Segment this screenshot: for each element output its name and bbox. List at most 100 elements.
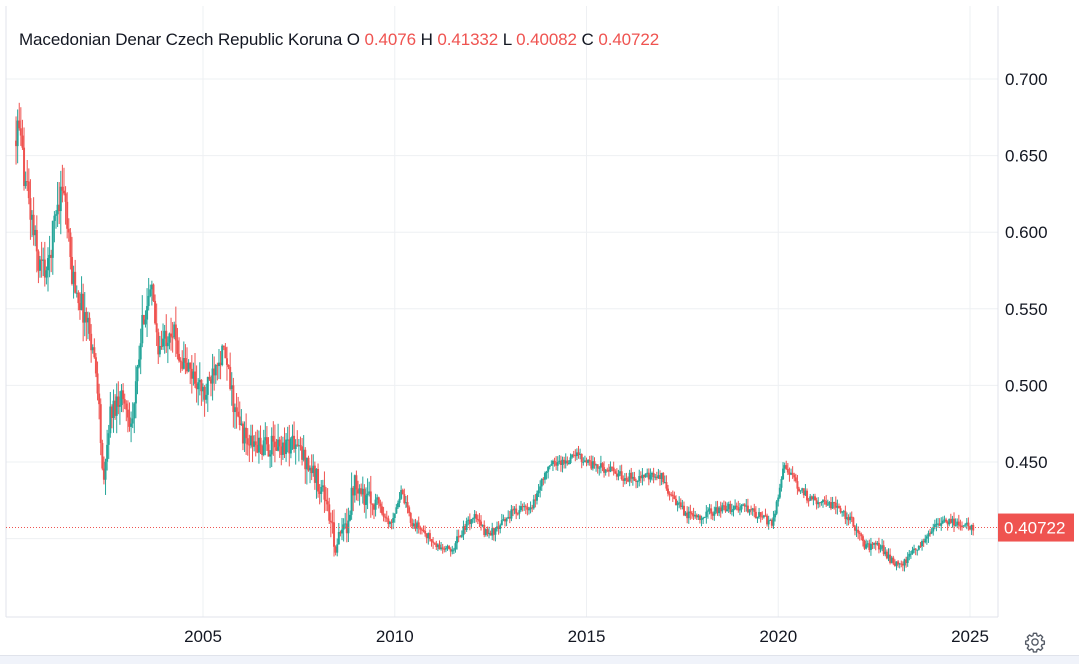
candle-body	[83, 312, 86, 323]
candle-body	[806, 490, 809, 501]
candle-body	[293, 435, 296, 449]
candle-body	[758, 512, 761, 518]
candle-body	[922, 541, 925, 543]
candle-body	[839, 508, 842, 513]
candle-body	[112, 400, 115, 418]
candle-body	[869, 543, 872, 550]
candle-body	[662, 472, 665, 483]
candle-body	[504, 519, 507, 522]
candle-body	[734, 505, 737, 509]
candle-body	[107, 433, 110, 445]
candle-body	[155, 323, 158, 333]
candle-body	[261, 445, 264, 456]
candle-body	[603, 467, 606, 473]
candle-body	[130, 423, 133, 427]
candle-body	[638, 476, 641, 482]
candle-body	[443, 548, 446, 550]
candle-body	[317, 468, 320, 492]
candle-body	[628, 472, 631, 482]
candle-body	[609, 466, 612, 472]
candle-body	[674, 498, 677, 506]
candle-body	[713, 511, 716, 516]
candle-body	[746, 505, 749, 513]
candle-body	[123, 399, 126, 404]
candle-body	[559, 460, 562, 465]
candle-body	[938, 523, 941, 526]
candle-body	[695, 514, 698, 518]
candle-body	[647, 472, 650, 480]
candle-body	[911, 550, 914, 554]
candle-body	[933, 524, 936, 528]
gear-icon[interactable]	[1024, 631, 1046, 653]
candle-body	[163, 330, 166, 339]
candle-body	[927, 533, 930, 537]
candle-body	[457, 536, 460, 538]
candle-body	[446, 546, 449, 549]
candle-body	[551, 460, 554, 465]
candle-body	[962, 525, 965, 527]
candle-body	[518, 510, 521, 514]
candle-body	[347, 520, 350, 534]
candle-body	[564, 460, 567, 464]
candle-body	[302, 449, 305, 460]
candle-body	[441, 547, 444, 549]
candle-body	[67, 228, 70, 233]
candle-body	[85, 312, 88, 323]
candle-body	[892, 557, 895, 564]
candle-body	[115, 396, 118, 416]
candle-body	[147, 295, 150, 307]
candle-body	[583, 460, 586, 462]
candle-body	[467, 519, 470, 521]
candle-body	[821, 500, 824, 503]
candle-body	[211, 368, 214, 384]
candle-body	[393, 513, 396, 519]
candle-body	[790, 472, 793, 475]
candle-body	[655, 476, 658, 479]
candle-body	[921, 541, 924, 547]
candle-body	[320, 486, 323, 495]
candle-body	[496, 526, 499, 529]
candle-body	[770, 520, 773, 526]
candle-body	[488, 532, 491, 534]
candle-body	[31, 214, 34, 220]
candle-body	[241, 423, 244, 444]
candle-body	[275, 447, 278, 451]
candle-body	[184, 358, 187, 363]
candle-body	[51, 220, 54, 258]
candle-body	[414, 523, 417, 529]
candle-body	[139, 343, 142, 360]
candle-body	[388, 521, 391, 525]
candle-body	[160, 346, 163, 348]
candle-body	[706, 510, 709, 512]
candle-body	[227, 364, 230, 367]
candle-body	[214, 365, 217, 376]
candle-body	[411, 522, 414, 527]
candle-body	[42, 259, 45, 261]
candle-body	[718, 507, 721, 514]
candle-body	[248, 444, 251, 446]
candle-body	[192, 371, 195, 379]
candle-body	[412, 523, 415, 527]
candle-body	[925, 536, 928, 539]
candle-body	[903, 559, 906, 566]
candle-body	[470, 519, 473, 525]
candle-body	[778, 487, 781, 498]
candle-body	[254, 441, 257, 445]
candle-body	[798, 488, 801, 492]
candle-body	[110, 406, 113, 418]
candle-body	[168, 333, 171, 343]
candle-body	[702, 517, 705, 519]
candle-body	[788, 472, 791, 475]
candle-body	[182, 358, 185, 369]
candle-body	[197, 382, 200, 390]
candle-body	[331, 522, 334, 524]
candle-body	[524, 506, 527, 508]
candle-body	[523, 506, 526, 508]
candle-body	[171, 336, 174, 338]
candle-body	[305, 457, 308, 470]
candle-body	[777, 497, 780, 502]
candle-body	[794, 477, 797, 482]
candle-body	[759, 512, 762, 517]
